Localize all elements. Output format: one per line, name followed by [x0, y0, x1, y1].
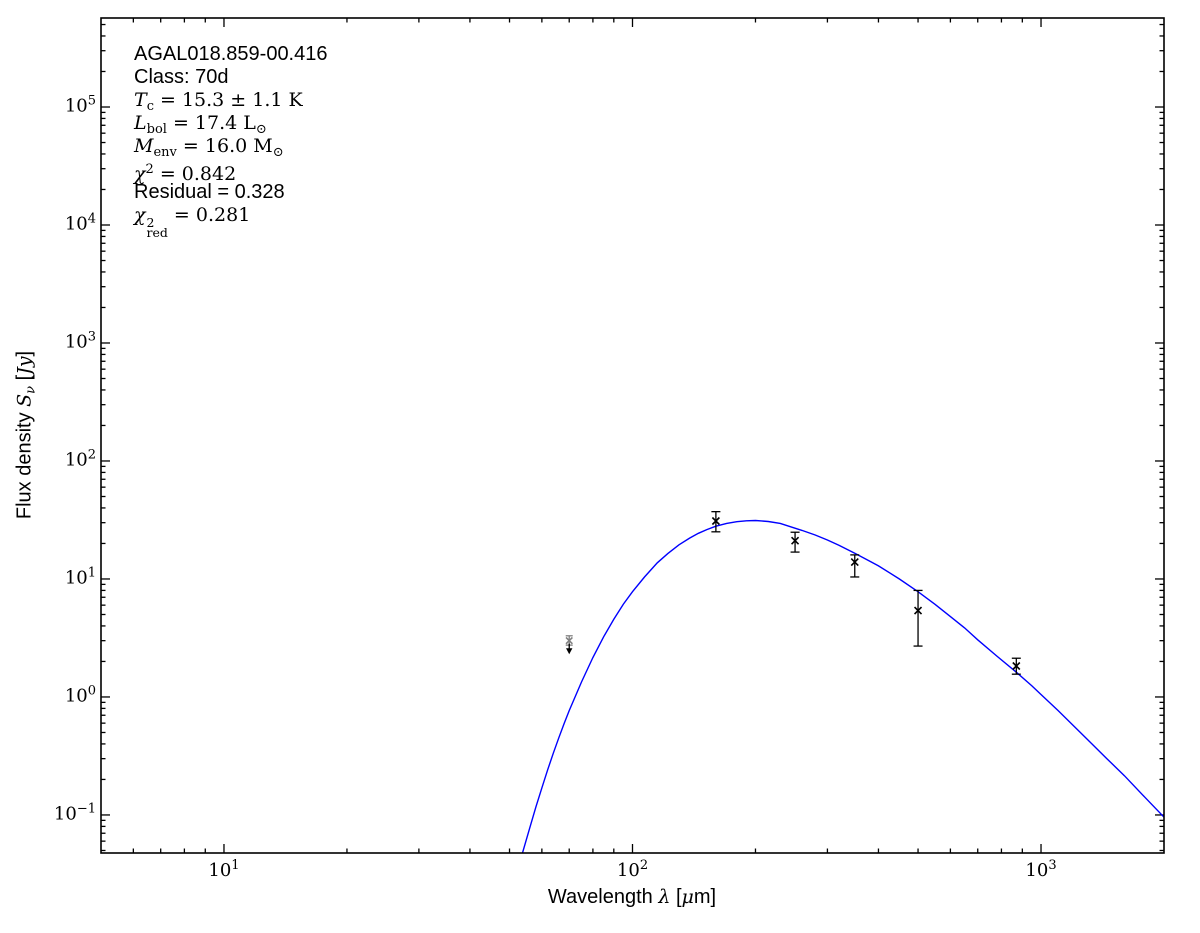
upper-limit-70um [565, 635, 573, 655]
text-segment: m] [693, 886, 717, 908]
text-segment: Wavelength [547, 886, 659, 908]
text-segment: = 0.281 [167, 204, 251, 226]
x-marker [711, 516, 720, 526]
data-point-870um [1011, 657, 1021, 675]
text-segment: ⊙ [272, 145, 284, 160]
text-segment: AGAL018.859-00.416 [134, 43, 328, 65]
text-segment: S [13, 393, 36, 407]
text-segment: bol [146, 122, 167, 137]
y-tick-label: 105 [64, 93, 96, 117]
chi-squared-reduced: χ 2 red = 0.281 [134, 204, 328, 239]
temperature: Tc = 15.3 ± 1.1 K [134, 89, 328, 114]
text-segment: = 15.3 ± 1.1 K [153, 89, 303, 111]
data-point-350um [850, 554, 860, 578]
plot-border [100, 17, 1165, 854]
chi-squared: χ2 = 0.842 [134, 158, 328, 185]
limit-arrow-head [566, 648, 573, 655]
text-segment: M [134, 135, 154, 157]
y-tick-label: 101 [64, 565, 96, 589]
text-segment: = 17.4 L [166, 112, 256, 134]
x-axis-label: Wavelength λ [μm] [548, 886, 716, 909]
text-segment: λ [658, 886, 671, 908]
text-segment: L [134, 112, 147, 134]
text-segment: c [146, 99, 154, 114]
y-tick-label: 100 [64, 683, 96, 707]
fit-curve [521, 519, 1164, 853]
text-segment: ν [23, 385, 39, 394]
text-segment: ⊙ [255, 122, 267, 137]
text-segment: T [134, 89, 147, 111]
x-tick-label: 101 [208, 858, 240, 881]
class-label: Class: 70d [134, 66, 328, 89]
luminosity: Lbol = 17.4 L⊙ [134, 112, 328, 137]
superscript-subscript-stack: 2 red [146, 215, 168, 240]
y-tick-label: 102 [64, 447, 96, 471]
y-axis-label: Flux density Sν [Jy] [14, 351, 39, 519]
text-segment: Flux density [13, 406, 36, 520]
x-tick-label: 103 [1025, 858, 1057, 881]
x-marker [1012, 661, 1021, 671]
text-segment: env [153, 145, 177, 160]
source-name: AGAL018.859-00.416 [134, 43, 328, 66]
text-segment: Jy [13, 356, 36, 375]
photometry-points [711, 511, 1021, 675]
text-segment: Residual = 0.328 [134, 181, 285, 203]
text-segment: [ [13, 374, 36, 386]
fit-parameters-annotation: AGAL018.859-00.416 Class: 70d Tc = 15.3 ± … [134, 43, 328, 239]
residual: Residual = 0.328 [134, 181, 328, 204]
envelope-mass: Menv = 16.0 M⊙ [134, 135, 328, 160]
text-segment: Class: 70d [134, 66, 229, 88]
y-tick-label: 104 [64, 211, 96, 235]
text-segment: 2 [145, 162, 154, 177]
x-marker [791, 536, 800, 545]
text-segment: = 16.0 M [176, 135, 273, 157]
data-point-500um [913, 589, 923, 647]
x-marker [850, 558, 859, 567]
y-tick-label: 103 [64, 329, 96, 353]
x-tick-label: 102 [616, 858, 649, 881]
text-segment: ] [13, 350, 36, 357]
x-marker [913, 606, 923, 615]
x-marker [565, 636, 573, 645]
y-tick-label: 10−1 [53, 801, 96, 825]
text-segment: [ [670, 886, 682, 908]
text-segment: μ [681, 886, 694, 908]
text-segment: = 0.842 [153, 163, 237, 185]
text-segment: χ [134, 204, 146, 226]
text-segment: χ [134, 163, 146, 185]
data-point-160um [711, 511, 721, 533]
data-point-250um [790, 531, 800, 553]
